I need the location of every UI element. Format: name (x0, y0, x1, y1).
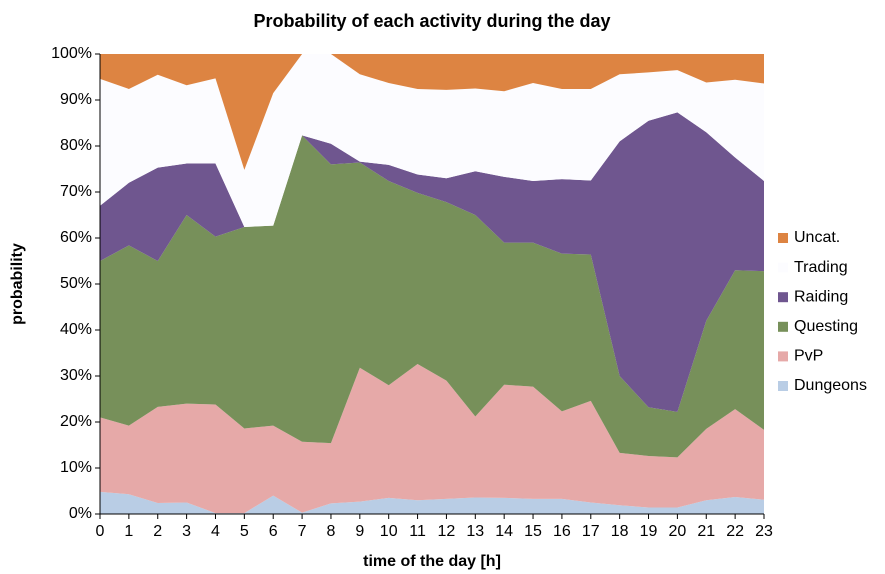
y-tick-label: 10% (60, 459, 92, 476)
y-tick-label: 90% (60, 91, 92, 108)
x-tick-label: 7 (298, 523, 307, 540)
y-tick-label: 60% (60, 229, 92, 246)
area (100, 491, 764, 514)
x-tick-label: 19 (640, 523, 658, 540)
legend-label: Uncat. (794, 229, 840, 246)
y-tick-label: 100% (51, 45, 92, 62)
x-tick-label: 21 (697, 523, 715, 540)
y-tick-label: 50% (60, 275, 92, 292)
x-tick-label: 1 (124, 523, 133, 540)
area (100, 54, 764, 227)
area (100, 112, 764, 412)
y-tick-label: 40% (60, 321, 92, 338)
x-tick-label: 23 (755, 523, 773, 540)
area (100, 135, 764, 458)
legend-label: Questing (794, 318, 858, 335)
x-tick-label: 22 (726, 523, 744, 540)
x-tick-label: 18 (611, 523, 629, 540)
y-tick-label: 80% (60, 137, 92, 154)
x-tick-label: 4 (211, 523, 220, 540)
y-tick-label: 0% (69, 505, 92, 522)
x-tick-label: 2 (153, 523, 162, 540)
legend-swatch (778, 233, 788, 243)
legend-swatch (778, 381, 788, 391)
legend-label: Dungeons (794, 377, 867, 394)
x-tick-label: 8 (327, 523, 336, 540)
legend-label: PvP (794, 348, 823, 365)
x-axis-label: time of the day [h] (363, 553, 501, 570)
area (100, 54, 764, 170)
x-tick-label: 14 (495, 523, 513, 540)
y-tick-label: 30% (60, 367, 92, 384)
x-tick-label: 17 (582, 523, 600, 540)
x-tick-label: 10 (380, 523, 398, 540)
chart-title: Probability of each activity during the … (253, 11, 610, 31)
legend-swatch (778, 351, 788, 362)
legend-swatch (778, 262, 788, 273)
legend-label: Trading (794, 259, 848, 276)
x-tick-label: 0 (96, 523, 105, 540)
x-tick-label: 20 (668, 523, 686, 540)
x-tick-label: 9 (355, 523, 364, 540)
x-tick-label: 11 (409, 523, 426, 540)
x-tick-label: 12 (438, 523, 456, 540)
y-tick-label: 20% (60, 413, 92, 430)
area (100, 364, 764, 514)
legend-label: Raiding (794, 288, 848, 305)
x-tick-label: 13 (466, 523, 484, 540)
x-tick-label: 16 (553, 523, 571, 540)
x-tick-label: 5 (240, 523, 249, 540)
y-tick-label: 70% (60, 183, 92, 200)
x-tick-label: 3 (182, 523, 191, 540)
legend-swatch (778, 321, 788, 332)
y-axis-label: probability (9, 243, 26, 325)
x-tick-label: 15 (524, 523, 542, 540)
legend-swatch (778, 292, 788, 303)
x-tick-label: 6 (269, 523, 278, 540)
